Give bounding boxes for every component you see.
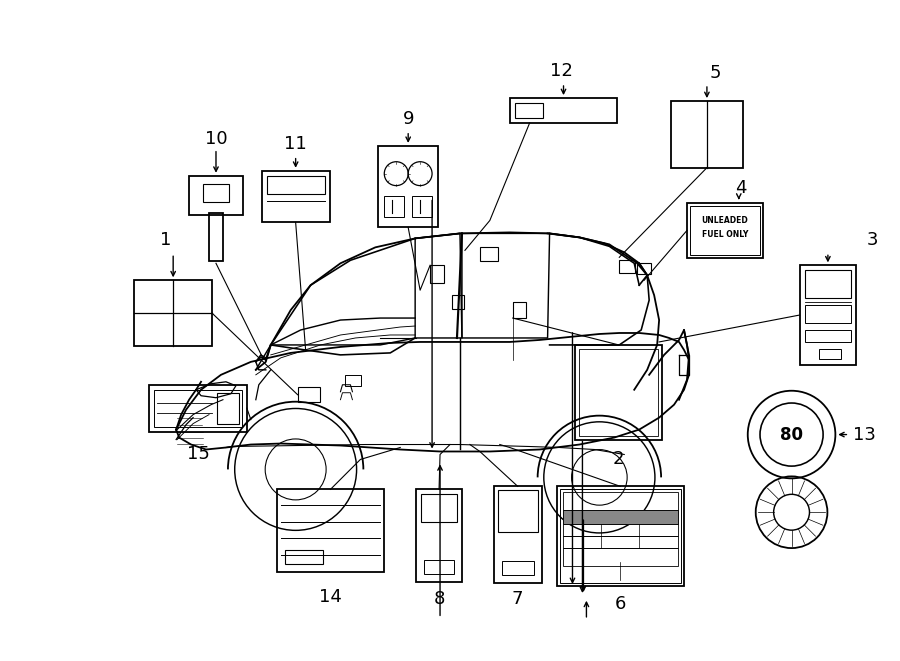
Bar (412, 196, 432, 217)
Bar (509, 98, 617, 123)
Text: 4: 4 (735, 178, 746, 196)
Bar (424, 560, 454, 574)
Bar (298, 387, 320, 402)
Text: FUEL ONLY: FUEL ONLY (702, 230, 748, 239)
Bar (805, 270, 851, 298)
Bar (560, 489, 681, 583)
Bar (284, 550, 322, 564)
Bar (502, 561, 534, 575)
Text: 12: 12 (550, 62, 573, 80)
Text: 6: 6 (615, 595, 626, 613)
Bar (217, 393, 239, 424)
Bar (494, 486, 542, 583)
Bar (480, 247, 498, 261)
Bar (819, 349, 842, 359)
Text: 15: 15 (186, 446, 210, 463)
Text: UNLEADED: UNLEADED (701, 216, 748, 225)
Bar (154, 390, 242, 426)
Bar (430, 265, 444, 283)
Bar (346, 375, 362, 386)
Bar (690, 206, 760, 255)
Bar (209, 214, 223, 261)
Bar (416, 489, 462, 582)
Text: 9: 9 (402, 110, 414, 128)
Bar (266, 176, 325, 194)
Bar (562, 536, 678, 548)
Text: 13: 13 (853, 426, 877, 444)
Bar (378, 146, 438, 227)
Bar (671, 101, 742, 168)
Bar (562, 492, 678, 510)
Text: 80: 80 (780, 426, 803, 444)
Bar (562, 524, 678, 536)
Bar (513, 302, 526, 318)
Bar (575, 345, 662, 440)
Bar (619, 260, 635, 273)
Bar (276, 489, 384, 572)
Bar (149, 385, 247, 432)
Bar (562, 510, 678, 524)
Bar (452, 295, 464, 309)
Bar (384, 196, 404, 217)
Bar (556, 486, 684, 586)
Bar (799, 265, 856, 365)
Text: 3: 3 (866, 231, 878, 249)
Text: 1: 1 (159, 231, 171, 249)
Text: 2: 2 (613, 450, 625, 469)
Text: 14: 14 (320, 588, 342, 606)
Text: 8: 8 (434, 590, 445, 608)
Bar (637, 263, 652, 274)
Bar (562, 510, 678, 524)
Text: 5: 5 (709, 64, 721, 82)
Bar (805, 305, 851, 323)
Bar (134, 280, 212, 346)
Bar (203, 184, 229, 202)
Text: 10: 10 (204, 130, 228, 148)
Bar (687, 202, 762, 258)
Bar (562, 548, 678, 566)
Bar (580, 349, 658, 436)
Bar (805, 330, 851, 342)
Bar (515, 103, 543, 118)
Bar (189, 176, 243, 215)
Bar (262, 171, 329, 223)
Bar (421, 494, 457, 522)
Text: 7: 7 (512, 590, 524, 608)
Bar (498, 490, 537, 532)
Text: 11: 11 (284, 135, 307, 153)
